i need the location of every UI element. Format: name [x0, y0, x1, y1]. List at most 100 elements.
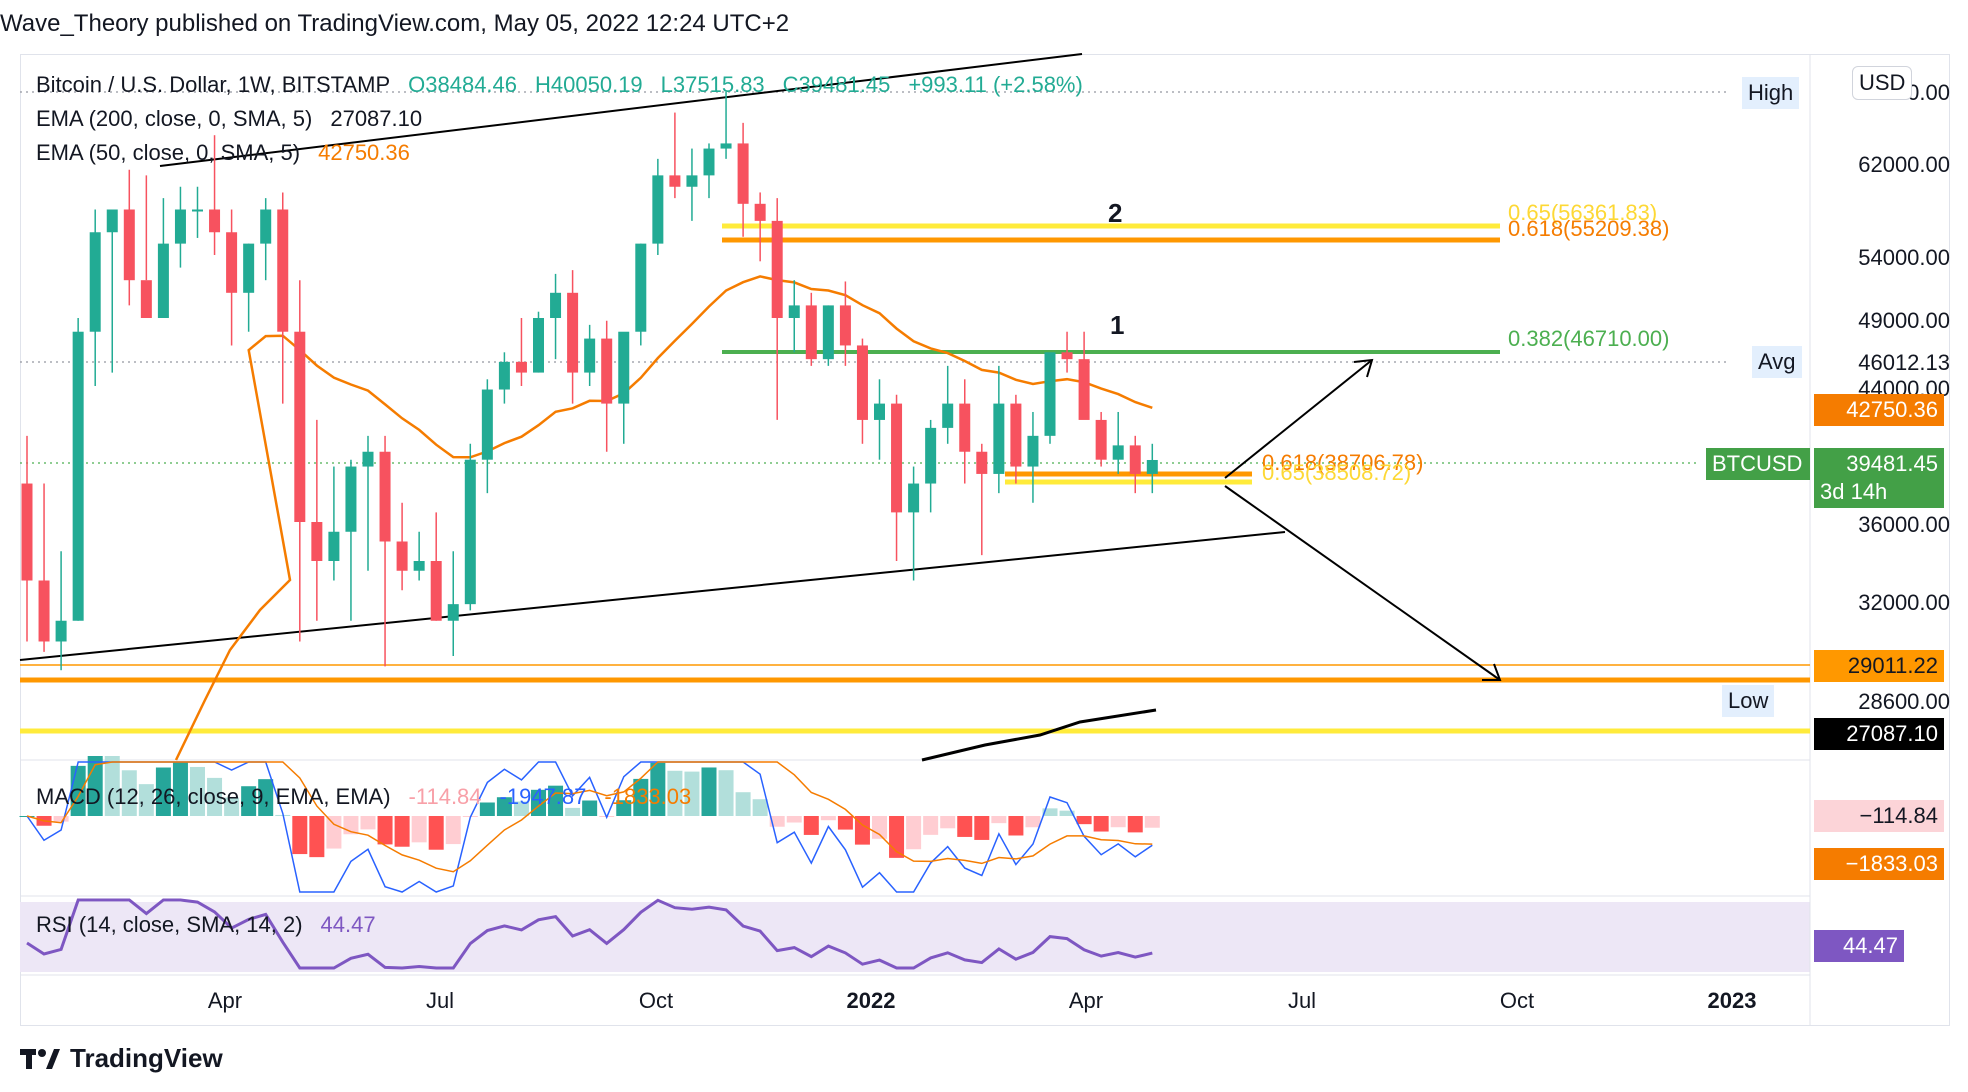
avg-label: Avg	[1752, 346, 1802, 378]
projection-down-arrow	[1224, 485, 1501, 681]
fib-065-lower-label: 0.65(38508.72)	[1262, 460, 1412, 485]
publisher-header: Wave_Theory published on TradingView.com…	[0, 10, 790, 37]
candle-body-14	[260, 209, 272, 244]
macd-hist-bar-23	[411, 816, 427, 843]
ema50-label: EMA (50, close, 0, SMA, 5)	[36, 140, 301, 165]
candle-body-32	[567, 292, 579, 373]
macd-signal-value: -1833.03	[604, 784, 692, 809]
candle-body-21	[379, 451, 391, 542]
candle-body-10	[192, 209, 203, 212]
macd-hist-bar-38	[667, 770, 683, 816]
tradingview-logo-icon	[20, 1047, 62, 1071]
candle-body-15	[277, 209, 289, 332]
chart-frame[interactable]	[20, 54, 1950, 1026]
macd-hist-bar-11	[207, 777, 223, 816]
candle-body-45	[788, 305, 800, 318]
high-label: High	[1742, 77, 1800, 109]
price-tick-62000: 62000.00	[1858, 152, 1950, 177]
macd-hist-bar-62	[1076, 816, 1092, 825]
candle-body-0	[21, 483, 33, 581]
candle-body-13	[243, 243, 255, 293]
ema50-price-tag: 42750.36	[1814, 394, 1944, 426]
macd-hist-bar-28	[496, 797, 512, 816]
symbol-title: Bitcoin / U.S. Dollar, 1W, BITSTAMP	[36, 72, 391, 97]
ema50-line	[174, 275, 1153, 761]
currency-button[interactable]: USD	[1852, 66, 1913, 100]
candle-body-44	[771, 220, 783, 318]
candle-body-64	[1112, 445, 1124, 460]
macd-hist-bar-16	[292, 816, 308, 855]
wave-1-label: 1	[1110, 310, 1125, 340]
support-price-tag: 29011.22	[1814, 650, 1944, 682]
ema200-legend: EMA (200, close, 0, SMA, 5) 27087.10	[36, 106, 422, 132]
macd-hist-bar-48	[837, 816, 853, 830]
macd-hist-value: -114.84	[408, 784, 482, 809]
candle-body-42	[737, 143, 749, 204]
macd-hist-bar-65	[1127, 816, 1143, 833]
candle-body-18	[328, 531, 340, 561]
wave-2-label: 2	[1108, 198, 1123, 228]
candle-body-37	[652, 175, 664, 244]
fib-0382-label: 0.382(46710.00)	[1508, 326, 1670, 351]
macd-hist-bar-17	[309, 816, 325, 858]
price-tick-32000: 32000.00	[1858, 590, 1950, 615]
macd-hist-bar-24	[428, 816, 444, 850]
candle-body-60	[1044, 352, 1056, 436]
candle-body-23	[413, 561, 425, 571]
fib-0618-lower-label: 0.618(38706.78)	[1262, 450, 1424, 475]
macd-hist-bar-41	[718, 770, 734, 816]
last-price-tag: 39481.45	[1814, 448, 1944, 480]
macd-hist-bar-6	[121, 770, 137, 816]
macd-hist-bar-52	[906, 816, 922, 850]
macd-hist-bar-64	[1110, 816, 1126, 828]
time-tick-oct-2021: Oct	[638, 988, 674, 1013]
price-tick-49000: 49000.00	[1858, 308, 1950, 333]
macd-hist-bar-47	[820, 816, 836, 821]
macd-hist-bar-33	[582, 800, 598, 816]
ema50-value: 42750.36	[318, 140, 410, 165]
low-value: 28600.00	[1858, 689, 1950, 714]
candle-body-58	[1010, 403, 1022, 467]
projection-up-arrowhead	[1353, 358, 1374, 378]
candle-body-35	[618, 331, 630, 404]
candle-body-34	[601, 338, 613, 404]
candle-body-52	[908, 483, 920, 513]
macd-hist-bar-44	[769, 816, 785, 827]
macd-hist-bar-20	[360, 816, 376, 830]
macd-hist-bar-57	[991, 816, 1007, 824]
price-tick-54000: 54000.00	[1858, 245, 1950, 270]
macd-hist-bar-25	[445, 816, 461, 845]
candle-body-27	[481, 389, 493, 460]
candle-body-36	[635, 243, 647, 332]
macd-hist-bar-40	[701, 767, 717, 816]
macd-hist-bar-60	[1042, 808, 1058, 816]
macd-hist-bar-35	[616, 800, 632, 816]
candle-body-56	[976, 451, 988, 474]
candle-body-53	[925, 427, 937, 484]
candle-body-47	[822, 305, 834, 360]
lower-channel-line	[19, 531, 1286, 661]
macd-hist-bar-2	[53, 816, 69, 822]
candle-body-5	[106, 209, 118, 233]
macd-legend: MACD (12, 26, close, 9, EMA, EMA) -114.8…	[36, 784, 691, 810]
candle-body-66	[1146, 459, 1158, 474]
candle-body-4	[89, 232, 101, 332]
candle-body-48	[839, 305, 851, 346]
avg-value: 46012.13	[1858, 350, 1950, 375]
macd-hist-bar-46	[803, 816, 819, 835]
candle-body-25	[447, 604, 459, 621]
macd-hist-bar-59	[1025, 816, 1041, 828]
macd-hist-bar-29	[513, 801, 529, 816]
projection-down-arrowhead	[1482, 663, 1502, 681]
macd-signal-line	[26, 761, 1153, 873]
macd-hist-bar-36	[633, 778, 649, 816]
macd-hist-bar-7	[138, 784, 154, 816]
macd-hist-bar-10	[190, 766, 205, 816]
macd-hist-bar-8	[155, 767, 171, 816]
time-tick-2023: 2023	[1707, 988, 1757, 1013]
candle-body-16	[294, 331, 306, 522]
candle-body-54	[942, 403, 954, 428]
candle-body-17	[311, 522, 323, 561]
